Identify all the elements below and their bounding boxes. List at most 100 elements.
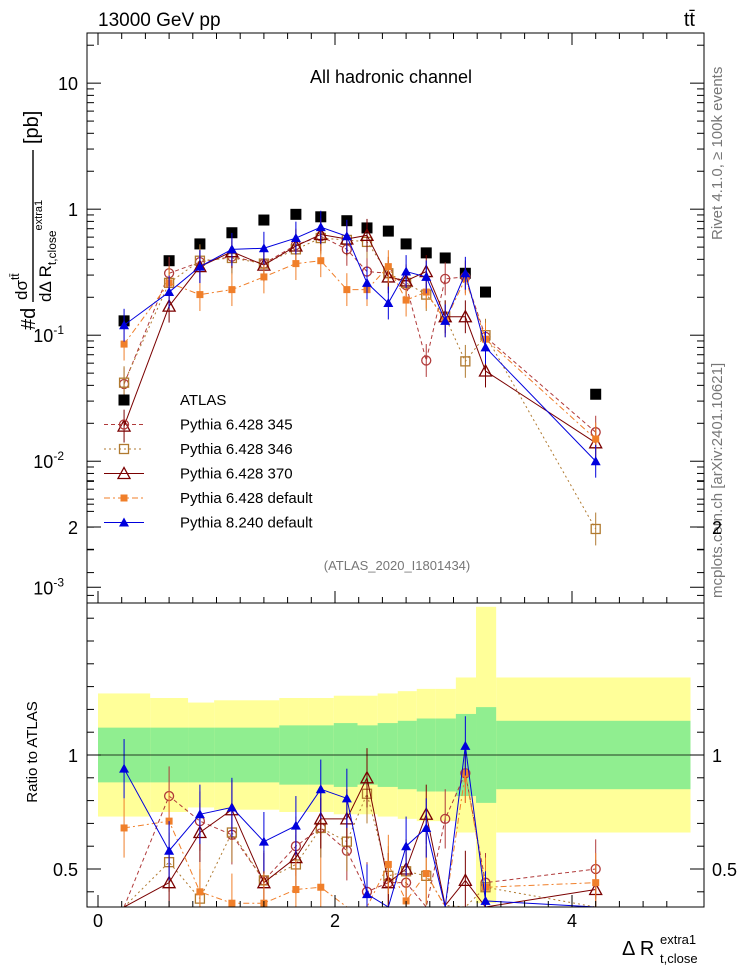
data-point bbox=[116, 418, 132, 432]
legend-item: Pythia 6.428 370 bbox=[104, 466, 293, 483]
y-tick-exponent: -2 bbox=[53, 449, 64, 463]
legend-item: Pythia 6.428 345 bbox=[104, 417, 293, 434]
legend-label: Pythia 6.428 345 bbox=[180, 417, 293, 434]
data-point bbox=[292, 260, 300, 268]
legend-label: Pythia 6.428 370 bbox=[180, 466, 293, 483]
legend-label: Pythia 6.428 default bbox=[180, 490, 313, 507]
data-point bbox=[162, 298, 177, 312]
ratio-line bbox=[123, 771, 596, 909]
svg-text:Δ R: Δ R bbox=[622, 938, 654, 960]
data-point bbox=[421, 271, 432, 281]
y-tick-label: 10-2 bbox=[33, 449, 64, 472]
ratio-point bbox=[228, 899, 236, 907]
legend-label: ATLAS bbox=[180, 392, 226, 409]
data-point bbox=[260, 273, 268, 281]
ratio-tick-label-right: 2 bbox=[712, 518, 722, 538]
ratio-point bbox=[194, 809, 205, 819]
ratio-y-label: Ratio to ATLAS bbox=[24, 701, 41, 802]
ratio-line bbox=[123, 776, 596, 908]
ratio-tick-label: 0.5 bbox=[53, 860, 78, 880]
legend: ATLAS Pythia 6.428 345 Pythia 6.428 346 Pyt… bbox=[104, 392, 313, 532]
ratio-point bbox=[341, 793, 352, 803]
ratio-point bbox=[162, 875, 177, 889]
y-tick-label: 1 bbox=[68, 200, 78, 220]
y-tick-label: 10-1 bbox=[33, 323, 64, 346]
data-point bbox=[226, 227, 238, 239]
data-point bbox=[590, 388, 602, 400]
ratio-point bbox=[592, 879, 600, 887]
ratio-point bbox=[120, 824, 128, 832]
y-tick-exponent: -1 bbox=[53, 323, 64, 337]
data-point bbox=[343, 286, 351, 294]
data-point bbox=[194, 261, 205, 271]
data-point bbox=[440, 273, 451, 284]
ratio-point bbox=[480, 895, 491, 905]
series-line bbox=[123, 237, 597, 530]
ratio-point bbox=[119, 763, 130, 773]
legend-label: Pythia 8.240 default bbox=[180, 515, 313, 532]
ratio-point bbox=[292, 886, 300, 894]
legend-marker bbox=[118, 419, 130, 430]
legend-marker bbox=[118, 443, 130, 455]
y-label-numerator: dσtt̄ bbox=[8, 273, 31, 300]
mcplots-label: mcplots.cern.ch [arXiv:2401.10621] bbox=[709, 363, 726, 598]
ratio-point bbox=[359, 770, 375, 784]
legend-item: ATLAS bbox=[118, 392, 226, 409]
data-point bbox=[401, 266, 412, 276]
data-point bbox=[439, 252, 451, 264]
ratio-point bbox=[361, 889, 372, 899]
data-point bbox=[479, 286, 491, 298]
ratio-point bbox=[226, 802, 237, 812]
data-point bbox=[382, 225, 394, 237]
y-tick-label: 10 bbox=[58, 74, 78, 94]
data-point bbox=[228, 286, 236, 294]
data-point bbox=[118, 377, 130, 388]
ratio-line bbox=[123, 745, 596, 908]
legend-marker bbox=[118, 394, 130, 406]
data-point bbox=[384, 263, 392, 271]
data-point bbox=[480, 342, 491, 352]
x-tick-label: 4 bbox=[567, 911, 577, 931]
series-line bbox=[123, 260, 597, 440]
ratio-pythia-8-240-default bbox=[119, 716, 596, 908]
ratio-point bbox=[315, 784, 326, 794]
ratio-point bbox=[290, 820, 301, 830]
data-point bbox=[420, 247, 432, 259]
data-point bbox=[119, 320, 130, 330]
ratio-point bbox=[458, 873, 473, 887]
ratio-point bbox=[317, 883, 325, 891]
data-point bbox=[590, 456, 601, 466]
ratio-tick-label-right: 1 bbox=[712, 746, 722, 766]
ratio-point bbox=[422, 870, 430, 878]
y-tick-exponent: -3 bbox=[53, 575, 64, 589]
x-tick-label: 2 bbox=[330, 911, 340, 931]
data-point bbox=[440, 315, 451, 325]
data-point bbox=[460, 356, 471, 367]
ratio-point bbox=[313, 811, 328, 825]
series-pythia-6-428-345 bbox=[118, 219, 601, 449]
analysis-watermark: (ATLAS_2020_I1801434) bbox=[324, 558, 470, 573]
data-point bbox=[290, 233, 301, 243]
y-tick-label: 10-3 bbox=[33, 575, 64, 598]
ratio-point bbox=[460, 740, 471, 750]
ratio-point bbox=[384, 860, 392, 868]
ratio-tick-label-right: 0.5 bbox=[712, 860, 737, 880]
legend-label: Pythia 6.428 346 bbox=[180, 441, 293, 458]
data-point bbox=[478, 363, 493, 377]
data-point bbox=[258, 214, 270, 226]
ratio-tick-label: 1 bbox=[68, 746, 78, 766]
data-point bbox=[359, 227, 375, 241]
data-point bbox=[460, 268, 471, 278]
y-axis-label: #d dσtt̄ dΔ Rt,closeextra1 [pb] bbox=[8, 111, 59, 330]
series-pythia-8-240-default bbox=[119, 210, 601, 478]
data-point bbox=[361, 277, 372, 287]
series-line bbox=[123, 233, 596, 444]
svg-text:#d: #d bbox=[18, 308, 40, 330]
ratio-point bbox=[258, 836, 269, 846]
legend-marker bbox=[120, 494, 128, 502]
svg-text:extra1: extra1 bbox=[660, 932, 696, 947]
header-left: 13000 GeV pp bbox=[98, 10, 221, 31]
ratio-tick-label: 2 bbox=[68, 518, 78, 538]
data-point bbox=[120, 340, 128, 348]
series-line bbox=[123, 226, 597, 462]
